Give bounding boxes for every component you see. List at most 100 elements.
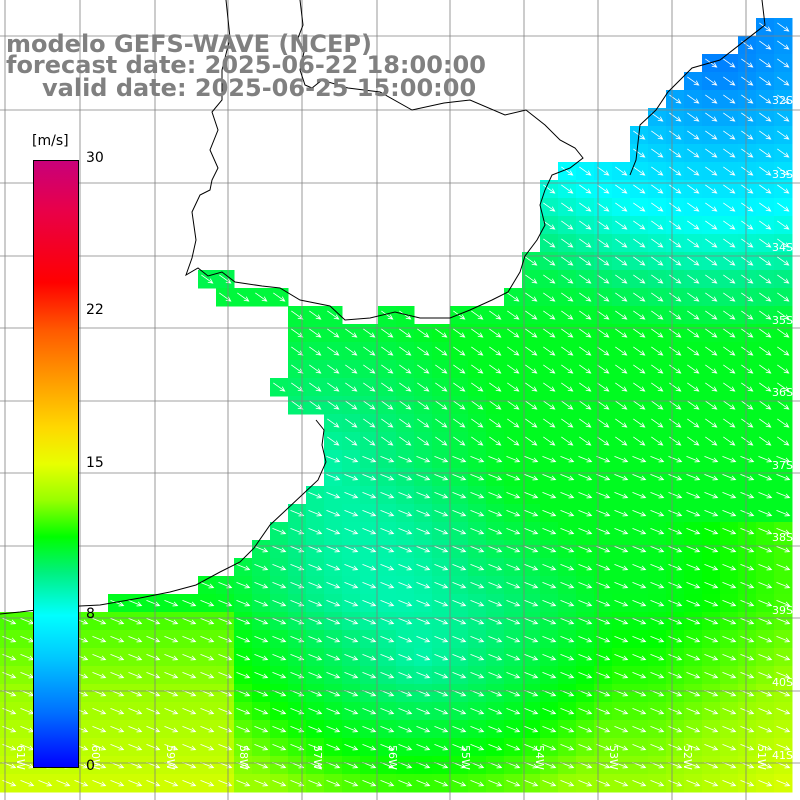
wind-arrow: [507, 436, 520, 446]
wind-arrow: [308, 636, 323, 643]
wind-arrow: [776, 474, 791, 481]
wind-arrow: [92, 726, 107, 733]
wind-arrow: [182, 780, 197, 787]
wind-arrow: [777, 184, 790, 194]
colorbar-tick-8: 8: [86, 606, 95, 622]
wind-arrow: [561, 436, 574, 446]
wind-arrow: [633, 220, 646, 230]
wind-arrow: [777, 436, 790, 446]
wind-arrow: [740, 474, 755, 481]
wind-arrow: [308, 780, 323, 787]
wind-arrow: [668, 456, 683, 463]
wind-arrow: [579, 364, 592, 374]
wind-arrow: [560, 510, 575, 517]
wind-arrow: [543, 328, 556, 338]
wind-arrow: [344, 546, 359, 553]
wind-arrow: [417, 382, 430, 392]
wind-arrow: [525, 418, 538, 428]
wind-arrow: [704, 780, 719, 787]
wind-arrow: [417, 328, 430, 338]
wind-arrow: [236, 672, 251, 679]
wind-arrow: [651, 346, 664, 356]
wind-arrow: [687, 148, 700, 158]
wind-arrow: [182, 744, 197, 751]
wind-arrow: [128, 654, 143, 661]
wind-arrow: [759, 148, 772, 158]
wind-arrow: [344, 672, 359, 679]
wind-arrow: [579, 220, 592, 230]
wind-arrow: [704, 528, 719, 535]
wind-arrow: [308, 672, 323, 679]
wind-arrow: [345, 346, 358, 356]
wind-arrow: [272, 582, 287, 589]
wind-arrow: [686, 672, 701, 679]
wind-arrow: [362, 474, 377, 481]
wind-arrow: [759, 292, 772, 302]
wind-arrow: [398, 618, 413, 625]
wind-arrow: [362, 528, 377, 535]
wind-arrow: [759, 256, 772, 266]
wind-arrow: [560, 492, 575, 499]
wind-arrow: [363, 436, 376, 446]
wind-arrow: [434, 546, 449, 553]
wind-arrow: [110, 780, 125, 787]
wind-arrow: [723, 418, 736, 428]
wind-arrow: [723, 238, 736, 248]
wind-arrow: [291, 328, 304, 338]
wind-arrow: [164, 618, 179, 625]
wind-arrow: [651, 148, 664, 158]
wind-arrow: [380, 618, 395, 625]
wind-arrow: [290, 546, 305, 553]
wind-arrow: [290, 654, 305, 661]
wind-arrow: [236, 726, 251, 733]
wind-arrow: [398, 672, 413, 679]
coastline-argentina: [0, 419, 327, 615]
wind-arrow: [309, 346, 322, 356]
wind-arrow: [633, 400, 646, 410]
wind-arrow: [434, 528, 449, 535]
wind-arrow: [56, 780, 71, 787]
wind-arrow: [759, 184, 772, 194]
wind-arrow: [543, 274, 556, 284]
wind-arrow: [524, 708, 539, 715]
wind-arrow: [363, 400, 376, 410]
wind-arrow: [758, 546, 773, 553]
wind-arrow: [110, 636, 125, 643]
wind-arrow: [381, 400, 394, 410]
wind-arrow: [650, 456, 665, 463]
colorbar-tick-22: 22: [86, 302, 104, 318]
wind-arrow: [615, 418, 628, 428]
wind-arrow: [327, 328, 340, 338]
wind-arrow: [182, 654, 197, 661]
wind-arrow: [704, 582, 719, 589]
wind-arrow: [777, 238, 790, 248]
wind-arrow: [488, 546, 503, 553]
wind-arrow: [686, 474, 701, 481]
wind-arrow: [650, 528, 665, 535]
wind-arrow: [686, 636, 701, 643]
wind-arrow: [363, 346, 376, 356]
wind-arrow: [542, 582, 557, 589]
wind-arrow: [687, 220, 700, 230]
wind-arrow: [704, 546, 719, 553]
wind-arrow: [668, 654, 683, 661]
wind-arrow: [434, 726, 449, 733]
wind-arrow: [470, 600, 485, 607]
wind-arrow: [722, 744, 737, 751]
wind-arrow: [363, 364, 376, 374]
wind-arrow: [344, 564, 359, 571]
wind-arrow: [200, 726, 215, 733]
wind-arrow: [578, 708, 593, 715]
wind-arrow: [704, 474, 719, 481]
wind-arrow: [200, 618, 215, 625]
wind-arrow: [326, 780, 341, 787]
wind-arrow: [650, 654, 665, 661]
wind-arrow: [614, 780, 629, 787]
wind-arrow: [758, 492, 773, 499]
wind-arrow: [651, 130, 664, 140]
wind-arrow: [92, 780, 107, 787]
wind-arrow: [723, 220, 736, 230]
wind-arrow: [759, 436, 772, 446]
wind-arrow: [596, 582, 611, 589]
